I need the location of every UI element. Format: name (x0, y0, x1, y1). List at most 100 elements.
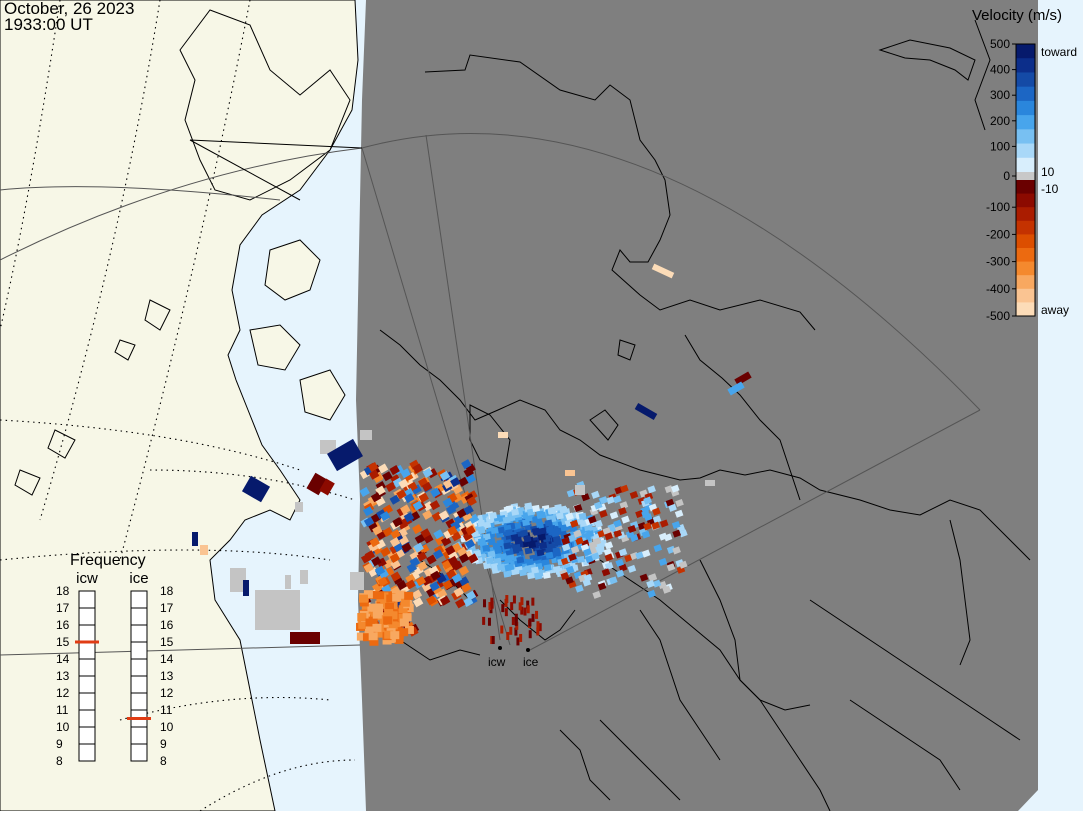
scatter-cell (465, 590, 477, 601)
scatter-cell (653, 544, 663, 553)
scatter-cell (514, 627, 518, 636)
scatter-cell (651, 521, 660, 530)
scatter-cell (382, 471, 393, 482)
scatter-cell (500, 625, 504, 634)
scatter-cell (560, 572, 570, 581)
scatter-cell (375, 629, 385, 638)
scatter-cell (374, 565, 386, 576)
scatter-cell (534, 572, 543, 580)
scatter-cell (418, 492, 429, 503)
colorbar-toward-label: toward (1041, 45, 1077, 59)
frequency-scale-label: 16 (56, 618, 70, 632)
scatter-cell (678, 560, 688, 569)
scatter-cell (612, 495, 622, 504)
scatter-cell (491, 636, 495, 645)
scatter-cell (362, 633, 372, 642)
scatter-cell (489, 512, 498, 520)
scatter-cell (613, 529, 623, 538)
scatter-cell (358, 620, 368, 629)
scatter-cell (363, 516, 375, 527)
scatter-cell (466, 496, 477, 507)
scatter-cell (528, 618, 532, 627)
scatter-cell (503, 542, 512, 550)
scatter-cell (510, 533, 519, 542)
scatter-cell (523, 607, 527, 616)
frequency-scale-label: 16 (160, 618, 174, 632)
scatter-cell (659, 519, 669, 528)
scatter-cell (400, 598, 410, 607)
scatter-cell (599, 509, 608, 518)
scatter-cell (629, 490, 639, 499)
scatter-cell (368, 469, 380, 480)
colorbar-toward-swatch (1016, 86, 1035, 102)
scatter-cell (421, 581, 432, 592)
scatter-cell (461, 582, 472, 593)
frequency-radar-name: icw (76, 570, 98, 587)
scatter-cell (604, 541, 614, 550)
scatter-cell (414, 533, 426, 545)
scatter-cell (365, 618, 375, 627)
scatter-cell (627, 525, 637, 534)
scatter-cell (532, 504, 540, 512)
colorbar-away-swatch (1016, 288, 1035, 303)
scatter-cell (504, 608, 508, 617)
scatter-cell (439, 470, 451, 481)
radar-site-icw (498, 646, 502, 650)
scatter-cell (420, 528, 431, 539)
scatter-cell (440, 536, 452, 547)
scatter-cell (727, 381, 745, 396)
scatter-cell (363, 506, 374, 517)
colorbar-away-swatch (1016, 302, 1035, 317)
scatter-cell (598, 539, 607, 547)
scatter-cell (536, 627, 540, 636)
scatter-cell (422, 467, 433, 478)
scatter-cell (526, 572, 535, 580)
scatter-cell (447, 525, 458, 536)
scatter-cell (561, 543, 571, 552)
scatter-cell (576, 555, 585, 564)
colorbar-away-swatch (1016, 207, 1035, 222)
frequency-scale-label: 12 (56, 686, 70, 700)
colorbar-away-swatch (1016, 275, 1035, 290)
scatter-cell (490, 527, 499, 535)
scatter-cell (575, 584, 584, 593)
scatter-cell (487, 550, 496, 558)
scatter-cell (552, 547, 561, 555)
scatter-cell (493, 557, 502, 565)
scatter-cell (455, 598, 466, 609)
scatter-cell (594, 519, 603, 528)
scatter-cell (606, 496, 615, 505)
scatter-cell (422, 509, 433, 520)
scatter-cell (601, 568, 611, 577)
scatter-cell (442, 497, 454, 508)
scatter-cell (528, 541, 537, 549)
scatter-cell (588, 515, 597, 524)
scatter-cell (573, 529, 582, 538)
scatter-cell (523, 535, 532, 543)
scatter-cell (367, 603, 377, 612)
scatter-cell (433, 529, 444, 540)
scatter-cell (461, 459, 472, 470)
scatter-cell (552, 565, 561, 573)
colorbar-toward-swatch (1016, 100, 1035, 116)
scatter-cell (439, 595, 451, 606)
scatter-cell (618, 563, 628, 572)
scatter-cell (613, 519, 622, 528)
scatter-cell (390, 529, 401, 540)
scatter-cell (389, 494, 400, 505)
colorbar-tick-label: 100 (990, 139, 1010, 153)
scatter-cell (575, 485, 585, 495)
scatter-cell (604, 532, 614, 541)
frequency-scale-label: 11 (160, 703, 173, 717)
scatter-cell (583, 548, 592, 557)
scatter-cell (652, 507, 661, 516)
colorbar-away-swatch (1016, 248, 1035, 263)
scatter-cell (358, 594, 368, 603)
scatter-cell (372, 525, 383, 536)
scatter-cell (384, 609, 394, 618)
colorbar-away-swatch (1016, 220, 1035, 235)
frequency-scale-label: 15 (56, 635, 70, 649)
scatter-cell (375, 591, 385, 600)
scatter-cell (456, 508, 467, 519)
